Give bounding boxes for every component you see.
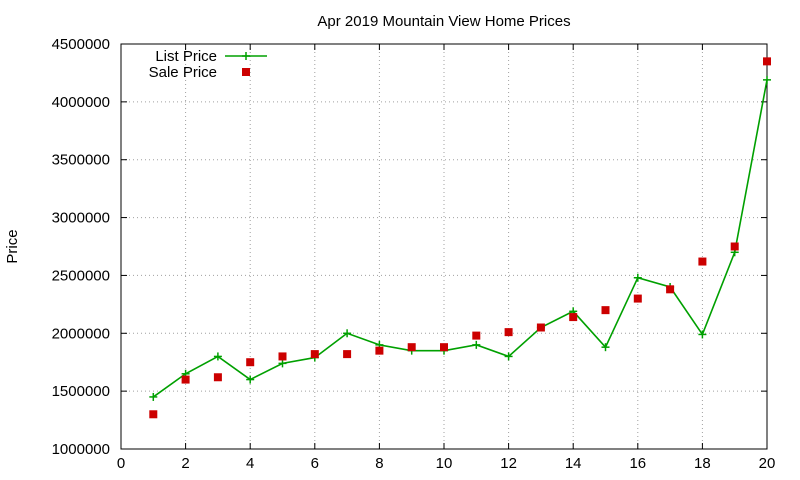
list-price-point <box>149 392 158 401</box>
x-tick-label: 12 <box>500 455 517 472</box>
list-price-point <box>633 273 642 282</box>
y-tick-label: 3500000 <box>52 152 110 169</box>
list-price-point <box>698 330 707 339</box>
y-tick-label: 1500000 <box>52 383 110 400</box>
sale-price-point <box>246 358 255 367</box>
sale-price-point <box>504 328 513 337</box>
sale-price-point <box>698 257 707 266</box>
series-list-price <box>149 75 771 401</box>
sale-price-point <box>375 346 384 355</box>
list-price-point <box>763 75 771 84</box>
legend-label-list-price: List Price <box>155 48 217 65</box>
list-price-point <box>601 343 610 352</box>
list-price-point <box>213 352 222 361</box>
sale-price-point <box>730 242 739 251</box>
sale-price-point <box>440 343 448 352</box>
y-axis-label: Price <box>4 229 21 263</box>
x-tick-label: 2 <box>181 455 189 472</box>
x-tick-label: 4 <box>246 455 254 472</box>
grid <box>121 44 767 449</box>
list-price-point <box>472 340 481 349</box>
sale-price-point <box>472 331 481 340</box>
sale-price-point <box>181 375 190 384</box>
sale-price-point <box>407 343 416 352</box>
x-tick-label: 0 <box>117 455 125 472</box>
sale-price-point <box>213 373 222 382</box>
x-tick-label: 6 <box>311 455 319 472</box>
x-tick-label: 14 <box>565 455 582 472</box>
legend-label-sale-price: Sale Price <box>149 64 217 81</box>
x-tick-label: 10 <box>436 455 453 472</box>
x-tick-label: 18 <box>694 455 711 472</box>
sale-price-point <box>343 350 352 359</box>
y-tick-label: 4500000 <box>52 36 110 53</box>
y-tick-label: 1000000 <box>52 441 110 458</box>
series <box>149 57 771 419</box>
sale-price-point <box>763 57 771 66</box>
x-tick-label: 8 <box>375 455 383 472</box>
list-price-point <box>504 352 513 361</box>
sale-price-point <box>310 350 319 359</box>
y-tick-label: 4000000 <box>52 94 110 111</box>
y-tick-label: 2500000 <box>52 267 110 284</box>
y-tick-label: 2000000 <box>52 325 110 342</box>
list-price-line <box>152 79 768 398</box>
sale-price-point <box>569 313 578 322</box>
sale-price-point <box>633 294 642 303</box>
legend: List Price Sale Price <box>149 48 267 81</box>
sale-price-point <box>666 285 675 294</box>
series-sale-price <box>149 57 771 419</box>
x-tick-label: 20 <box>759 455 776 472</box>
list-price-point <box>278 359 287 368</box>
list-price-point <box>246 375 255 384</box>
chart-title: Apr 2019 Mountain View Home Prices <box>317 13 570 30</box>
list-price-point <box>343 329 352 338</box>
sale-price-point <box>278 352 287 361</box>
sale-price-point <box>536 323 545 332</box>
legend-swatch-sale-price-marker <box>242 68 250 76</box>
legend-swatch-list-price-marker <box>242 52 250 60</box>
axis-ticks: 0 2 4 6 8 10 12 14 16 18 20 1000000 1500000 2000000 25… <box>52 36 776 472</box>
sale-price-point <box>601 306 610 315</box>
y-tick-label: 3000000 <box>52 210 110 227</box>
sale-price-point <box>149 410 158 419</box>
x-tick-label: 16 <box>629 455 646 472</box>
